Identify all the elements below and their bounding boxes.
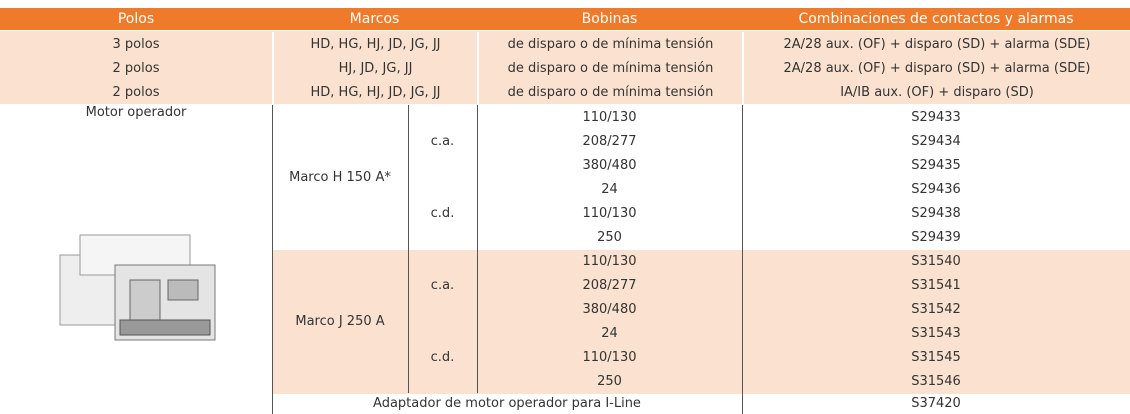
table-cell: de disparo o de mínima tensión (477, 56, 742, 80)
table-cell: 110/130 (582, 349, 637, 365)
table-cell: c.d. (430, 349, 455, 365)
table-cell: 2 polos (112, 60, 160, 76)
vertical-rule (272, 105, 273, 414)
table-cell: S31545 (911, 349, 961, 365)
table-cell: 2A/28 aux. (OF) + disparo (SD) + alarma … (742, 32, 1130, 56)
table-cell: 250 (597, 229, 622, 245)
vertical-rule (408, 105, 409, 393)
table-cell: de disparo o de mínima tensión (477, 80, 742, 104)
table-cell: 2 polos (112, 84, 160, 100)
motor-image (59, 234, 216, 341)
table-cell: Bobinas (581, 11, 638, 27)
table-cell: HJ, JD, JG, JJ (272, 56, 477, 80)
table-cell: 380/480 (582, 157, 637, 173)
table-cell: 24 (601, 325, 618, 341)
table-cell: de disparo o de mínima tensión (477, 32, 742, 56)
header-bar (0, 8, 1130, 30)
table-cell: S31541 (911, 277, 961, 293)
table-cell: Adaptador de motor operador para I-Line (373, 395, 641, 411)
table-cell: 250 (597, 373, 622, 389)
marco-j-bg (273, 250, 1130, 394)
table-cell: Combinaciones de contactos y alarmas (798, 11, 1074, 27)
table-cell: c.d. (430, 205, 455, 221)
table-cell: S31540 (911, 253, 961, 269)
table-cell: S29433 (911, 109, 961, 125)
table-cell: IA/IB aux. (OF) + disparo (SD) (742, 80, 1130, 104)
table-cell: 208/277 (582, 277, 637, 293)
table-cell: HD, HG, HJ, JD, JG, JJ (272, 80, 477, 104)
table-cell: S29438 (911, 205, 961, 221)
table-cell: 110/130 (582, 205, 637, 221)
table-cell: c.a. (430, 133, 455, 149)
table-cell: Marco J 250 A (295, 313, 385, 329)
table-cell: S37420 (911, 395, 961, 411)
table-cell: Motor operador (85, 105, 187, 120)
vertical-rule (742, 105, 743, 414)
table-cell: S29436 (911, 181, 961, 197)
table-cell: 380/480 (582, 301, 637, 317)
table-cell: S29439 (911, 229, 961, 245)
table-cell: Marcos (349, 11, 400, 27)
table-cell: Polos (117, 11, 155, 27)
vertical-rule (477, 105, 478, 393)
table-cell: S31546 (911, 373, 961, 389)
table-cell: Marco H 150 A* (289, 169, 391, 185)
table-cell: S29435 (911, 157, 961, 173)
table-cell: 208/277 (582, 133, 637, 149)
table-cell: S31543 (911, 325, 961, 341)
top-rows-bg (0, 31, 1130, 104)
table-cell: 3 polos (112, 36, 160, 52)
table-cell: 24 (601, 181, 618, 197)
table-cell: 110/130 (582, 253, 637, 269)
table-cell: HD, HG, HJ, JD, JG, JJ (272, 32, 477, 56)
table-cell: S29434 (911, 133, 961, 149)
table-cell: S31542 (911, 301, 961, 317)
table-cell: c.a. (430, 277, 455, 293)
table-cell: 110/130 (582, 109, 637, 125)
table-cell: 2A/28 aux. (OF) + disparo (SD) + alarma … (742, 56, 1130, 80)
